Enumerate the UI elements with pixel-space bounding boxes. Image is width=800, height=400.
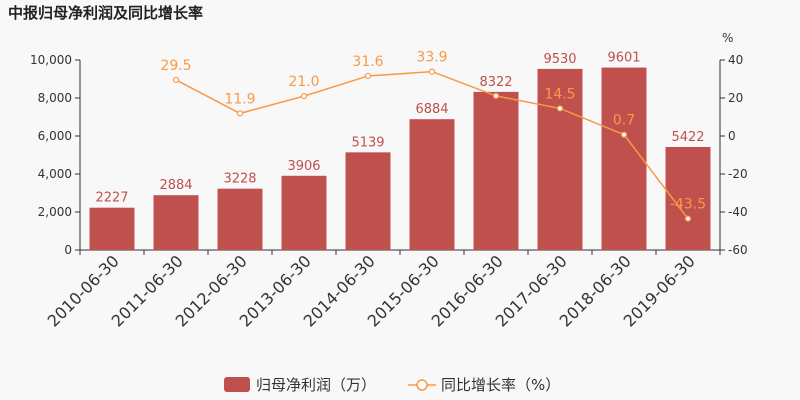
growth-point — [684, 215, 692, 222]
y-left-tick-label: 6,000 — [38, 129, 72, 143]
bar-value-label: 8322 — [479, 75, 512, 90]
y-left-tick-label: 0 — [64, 243, 72, 257]
bars-layer: 2227 2884 3228 3906 5139 6884 8322 9530 9601 5422 — [89, 51, 711, 251]
y-left-tick-label: 10,000 — [30, 53, 72, 67]
growth-point — [300, 92, 308, 100]
y-right-unit-label: % — [722, 31, 733, 45]
y-right-tick-label: 40 — [728, 53, 743, 67]
bar-value-label: 9530 — [543, 52, 576, 67]
growth-point — [556, 105, 564, 112]
growth-value-label: 33.9 — [416, 50, 447, 66]
y-right-tick-label: -20 — [728, 167, 748, 181]
growth-point — [364, 72, 372, 80]
bar-value-label: 5422 — [671, 130, 704, 145]
bar — [409, 119, 455, 250]
growth-point — [236, 110, 244, 117]
growth-value-label: 0.7 — [613, 113, 635, 129]
bar — [217, 188, 263, 250]
bar-value-label: 6884 — [415, 102, 448, 117]
growth-value-label: 14.5 — [544, 86, 575, 102]
bar — [89, 207, 135, 250]
bar-value-label: 2884 — [159, 178, 192, 193]
bar — [345, 152, 391, 250]
bar-value-label: 5139 — [351, 135, 384, 150]
bar-value-label: 3906 — [287, 159, 320, 174]
y-left-tick-label: 8,000 — [38, 91, 72, 105]
growth-value-label: 11.9 — [224, 91, 255, 107]
bar — [473, 91, 519, 251]
growth-point — [428, 68, 436, 75]
growth-value-label: -43.5 — [670, 197, 706, 213]
y-right-tick-label: 0 — [728, 129, 736, 143]
y-right-tick-label: -60 — [728, 243, 748, 257]
y-left-tick-label: 2,000 — [38, 205, 72, 219]
bar — [281, 175, 327, 250]
y-right-tick-label: -40 — [728, 205, 748, 219]
legend-bar-swatch[interactable] — [224, 377, 250, 392]
y-left-tick-label: 4,000 — [38, 167, 72, 181]
bar-value-label: 9601 — [607, 51, 640, 66]
growth-value-label: 29.5 — [160, 58, 191, 74]
legend: 归母净利润（万） 同比增长率（%） — [224, 376, 560, 394]
line-layer: 29.5 11.9 21.0 31.6 33.9 14.5 0.7 -43.5 — [160, 50, 706, 222]
y-right-tick-label: 20 — [728, 91, 743, 105]
bar — [601, 67, 647, 251]
bar-value-label: 3228 — [223, 172, 256, 187]
chart-title: 中报归母净利润及同比增长率 — [8, 4, 203, 22]
legend-line-label[interactable]: 同比增长率（%） — [441, 376, 560, 394]
growth-value-label: 31.6 — [352, 54, 383, 70]
growth-point — [620, 131, 628, 138]
growth-point — [492, 92, 500, 100]
bar — [537, 68, 583, 251]
bar — [153, 195, 199, 250]
growth-value-label: 21.0 — [288, 74, 319, 90]
legend-line-marker — [416, 379, 428, 391]
growth-point — [172, 76, 180, 84]
bar-value-label: 2227 — [95, 191, 128, 206]
legend-bar-label[interactable]: 归母净利润（万） — [256, 376, 376, 394]
